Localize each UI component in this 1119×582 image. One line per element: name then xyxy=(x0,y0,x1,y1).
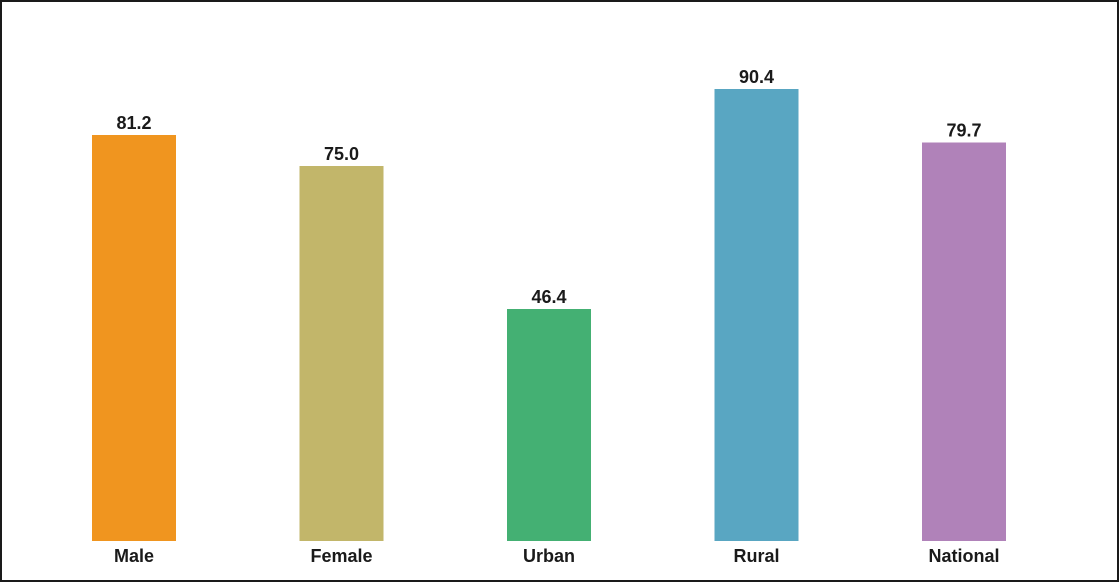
category-label-rural: Rural xyxy=(733,546,779,566)
bar-rural xyxy=(714,89,799,541)
bar-urban xyxy=(507,309,591,541)
bar-national xyxy=(922,142,1006,541)
value-label-female: 75.0 xyxy=(324,144,359,164)
bar-female xyxy=(299,166,384,541)
category-label-female: Female xyxy=(310,546,372,566)
bars-layer xyxy=(92,89,1006,541)
category-label-national: National xyxy=(928,546,999,566)
value-label-rural: 90.4 xyxy=(739,67,774,87)
category-labels-layer: Male Female Urban Rural National xyxy=(114,546,1000,566)
category-label-male: Male xyxy=(114,546,154,566)
value-label-urban: 46.4 xyxy=(531,287,566,307)
category-label-urban: Urban xyxy=(523,546,575,566)
value-label-national: 79.7 xyxy=(946,121,981,141)
value-labels-layer: 81.2 75.0 46.4 90.4 79.7 xyxy=(116,67,981,307)
bar-male xyxy=(92,135,176,541)
value-label-male: 81.2 xyxy=(116,113,151,133)
